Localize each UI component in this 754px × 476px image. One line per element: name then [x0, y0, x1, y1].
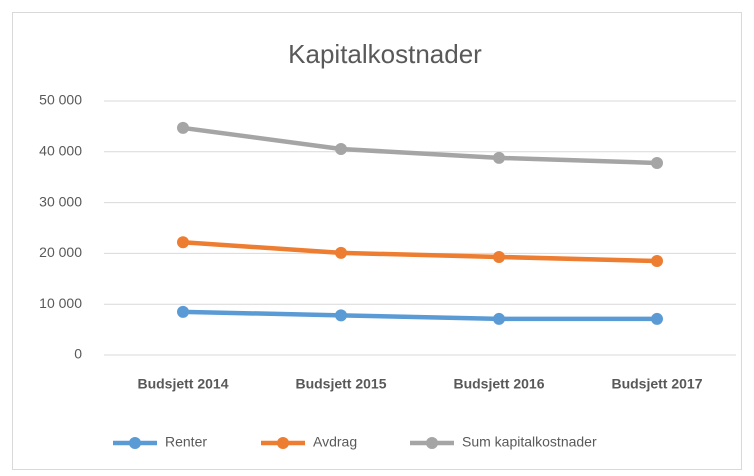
point-marker	[493, 151, 505, 164]
point-marker	[335, 143, 347, 156]
legend-label: Avdrag	[313, 434, 357, 450]
x-tick-label: Budsjett 2016	[453, 376, 544, 392]
point-marker	[651, 156, 663, 169]
legend-marker	[426, 437, 438, 449]
point-marker	[651, 255, 663, 268]
chart-frame	[12, 12, 742, 470]
y-tick-label: 30 000	[39, 193, 82, 209]
legend-label: Renter	[165, 434, 207, 450]
point-marker	[177, 236, 189, 249]
x-tick-label: Budsjett 2017	[611, 376, 702, 392]
x-tick-label: Budsjett 2014	[137, 376, 228, 392]
y-tick-label: 50 000	[39, 92, 82, 108]
series-line	[180, 239, 660, 264]
y-tick-label: 10 000	[39, 295, 82, 311]
point-marker	[177, 305, 189, 318]
chart-title: Kapitalkostnader	[288, 39, 482, 69]
y-tick-label: 0	[74, 346, 82, 362]
point-marker	[177, 121, 189, 134]
point-marker	[335, 309, 347, 322]
x-tick-label: Budsjett 2015	[295, 376, 386, 392]
y-tick-label: 20 000	[39, 244, 82, 260]
y-tick-label: 40 000	[39, 143, 82, 159]
series-line	[180, 125, 660, 166]
point-marker	[493, 312, 505, 325]
series-line	[180, 309, 660, 322]
point-marker	[493, 250, 505, 263]
legend-marker	[129, 437, 141, 449]
point-marker	[651, 312, 663, 325]
legend-marker	[277, 437, 289, 449]
point-marker	[335, 246, 347, 259]
legend-label: Sum kapitalkostnader	[462, 434, 597, 450]
